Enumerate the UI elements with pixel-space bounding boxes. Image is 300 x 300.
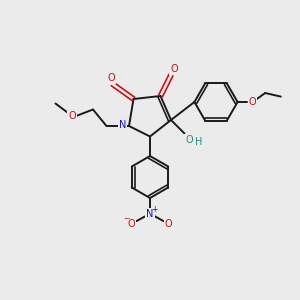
Text: O: O <box>170 64 178 74</box>
Text: N: N <box>119 119 126 130</box>
Text: O: O <box>107 73 115 83</box>
Text: O: O <box>128 219 135 229</box>
Text: −: − <box>123 214 129 224</box>
Text: O: O <box>185 135 193 145</box>
Text: H: H <box>195 137 203 147</box>
Text: O: O <box>68 111 76 121</box>
Text: +: + <box>151 205 158 214</box>
Text: O: O <box>249 97 256 107</box>
Text: O: O <box>165 219 172 229</box>
Text: N: N <box>146 208 154 219</box>
